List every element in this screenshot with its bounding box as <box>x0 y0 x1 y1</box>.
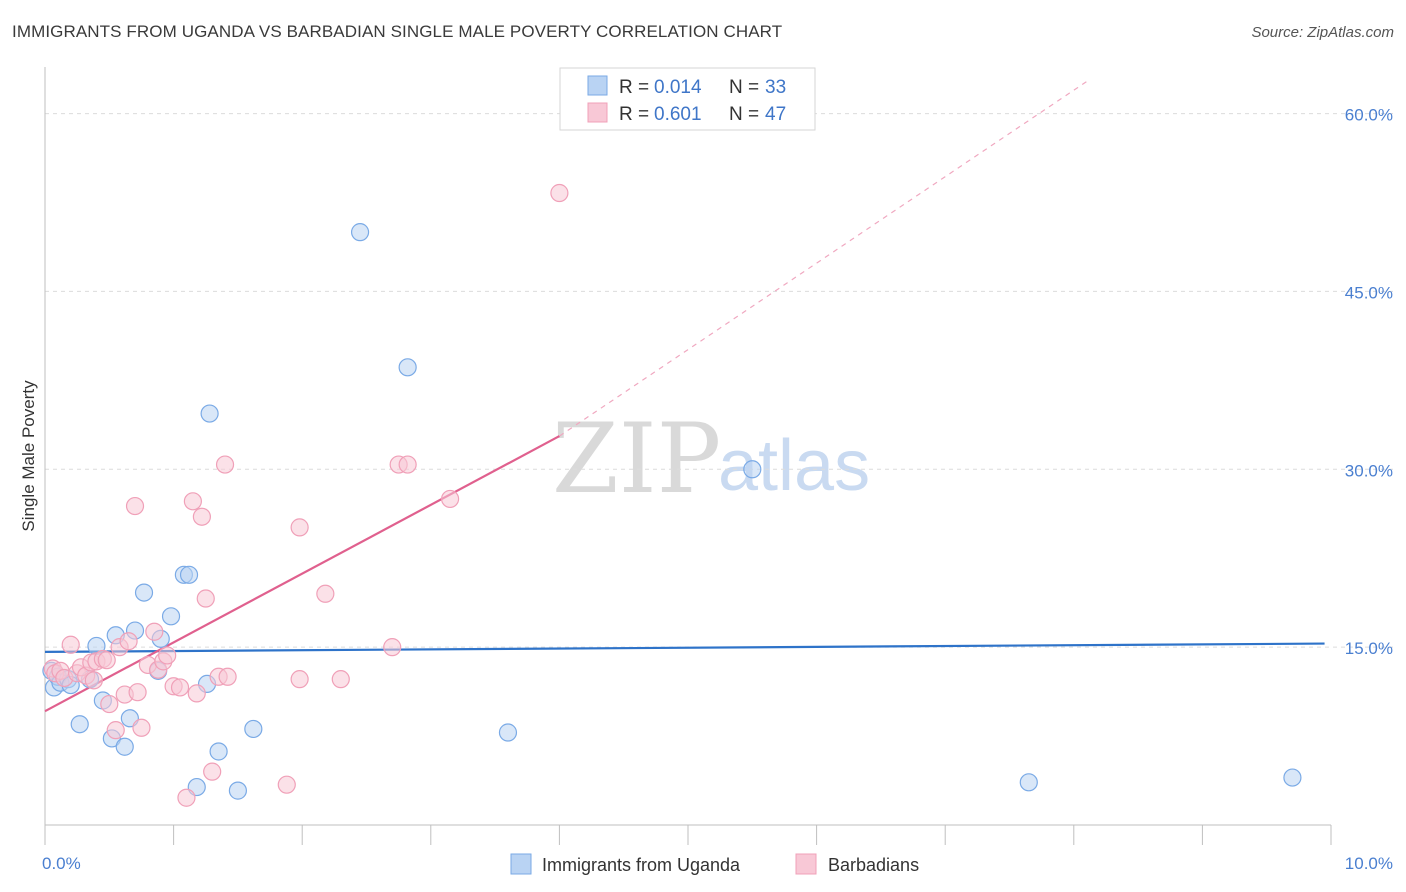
point-barbadians-30 <box>187 684 206 703</box>
series-legend-label-uganda: Immigrants from Uganda <box>542 855 741 875</box>
point-uganda-25 <box>228 781 247 800</box>
point-barbadians-32 <box>196 589 215 608</box>
point-uganda-27 <box>350 223 370 242</box>
point-barbadians-29 <box>183 492 202 511</box>
trend-line-barbadians-extension <box>559 81 1087 437</box>
legend-swatch-uganda <box>587 75 608 96</box>
y-tick-label-2: 45.0% <box>1345 283 1393 302</box>
point-uganda-26 <box>244 719 263 739</box>
point-barbadians-9 <box>84 671 103 690</box>
legend-n-label-1: N = <box>729 77 759 98</box>
gridlines <box>45 113 1393 648</box>
legend-r-label-1: R = <box>619 77 649 98</box>
point-barbadians-46 <box>550 183 569 203</box>
legend-r-label-2: R = <box>619 104 649 125</box>
point-barbadians-31 <box>192 507 211 526</box>
watermark-zip: ZIP <box>552 403 721 515</box>
point-barbadians-14 <box>106 721 125 740</box>
y-tick-label-3: 60.0% <box>1345 106 1393 125</box>
legend-n-value-1: 33 <box>765 77 786 98</box>
trend-line-uganda <box>44 642 1325 653</box>
point-barbadians-41 <box>331 670 350 689</box>
point-barbadians-33 <box>203 762 222 781</box>
watermark-atlas: atlas <box>718 426 870 506</box>
point-barbadians-18 <box>125 496 145 516</box>
point-uganda-28 <box>398 358 417 377</box>
x-tick-labels: 0.0% 10.0% <box>42 854 1393 873</box>
point-barbadians-4 <box>61 635 80 654</box>
point-barbadians-35 <box>218 667 237 686</box>
trend-line-barbadians <box>44 435 560 713</box>
point-barbadians-37 <box>277 775 296 794</box>
y-tick-label-0: 15.0% <box>1345 639 1393 658</box>
correlation-legend: R = 0.014 N = 33 R = 0.601 N = 47 <box>559 67 816 131</box>
point-barbadians-22 <box>145 622 164 641</box>
y-axis-label: Single Male Poverty <box>19 380 38 532</box>
point-uganda-31 <box>1019 773 1038 792</box>
point-barbadians-12 <box>97 651 116 670</box>
legend-r-value-1: 0.014 <box>654 77 702 98</box>
legend-n-value-2: 47 <box>765 104 786 125</box>
x-tick-label-1: 10.0% <box>1345 854 1393 873</box>
y-tick-labels: 15.0% 30.0% 45.0% 60.0% <box>1345 106 1393 659</box>
point-uganda-15 <box>134 583 154 602</box>
point-uganda-23 <box>200 404 219 423</box>
point-barbadians-27 <box>170 678 190 697</box>
series-legend-swatch-barbadians <box>795 853 817 875</box>
point-uganda-20 <box>179 565 199 584</box>
point-barbadians-40 <box>316 584 335 603</box>
trend-lines <box>44 81 1325 713</box>
series-legend-swatch-uganda <box>510 853 532 875</box>
legend-r-value-2: 0.601 <box>654 104 702 125</box>
series-legend-label-barbadians: Barbadians <box>828 855 919 875</box>
point-barbadians-20 <box>132 718 151 737</box>
chart-source: Source: ZipAtlas.com <box>1251 24 1394 41</box>
point-barbadians-28 <box>177 788 196 807</box>
point-uganda-32 <box>1283 768 1302 787</box>
point-barbadians-42 <box>383 638 402 657</box>
point-barbadians-39 <box>290 670 309 689</box>
data-points <box>42 183 1302 807</box>
point-barbadians-36 <box>215 455 235 474</box>
point-uganda-30 <box>743 460 762 479</box>
point-uganda-29 <box>498 723 518 742</box>
x-tick-label-0: 0.0% <box>42 854 81 873</box>
point-barbadians-44 <box>398 455 417 474</box>
y-tick-label-1: 30.0% <box>1345 461 1393 480</box>
point-barbadians-17 <box>119 632 138 651</box>
axes <box>44 67 1332 845</box>
point-uganda-18 <box>161 607 181 626</box>
point-barbadians-25 <box>158 646 177 665</box>
point-barbadians-38 <box>290 518 309 537</box>
point-uganda-12 <box>115 737 134 756</box>
point-barbadians-45 <box>440 489 460 509</box>
series-legend: Immigrants from Uganda Barbadians <box>510 853 919 875</box>
chart-title: IMMIGRANTS FROM UGANDA VS BARBADIAN SING… <box>12 22 783 41</box>
point-barbadians-19 <box>128 683 147 702</box>
legend-n-label-2: N = <box>729 104 759 125</box>
legend-swatch-barbadians <box>587 102 608 123</box>
point-uganda-6 <box>70 715 89 734</box>
point-barbadians-13 <box>100 694 119 714</box>
point-uganda-24 <box>209 742 228 761</box>
